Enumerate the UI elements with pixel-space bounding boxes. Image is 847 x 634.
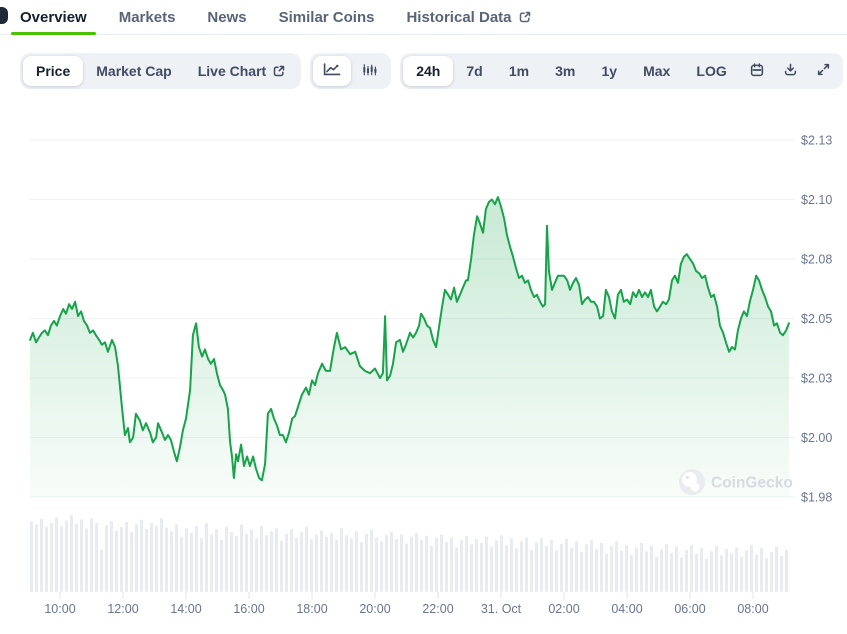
range-button-max[interactable]: Max <box>630 56 683 86</box>
x-axis-label: 18:00 <box>296 602 327 616</box>
download-button[interactable] <box>774 56 807 86</box>
chart-toolbar: Price Market Cap Live Chart 24h 7d 1m 3m 1y Max… <box>20 53 843 89</box>
range-button-label: 7d <box>466 63 483 79</box>
metric-button-price[interactable]: Price <box>23 56 84 86</box>
metric-button-live-chart[interactable]: Live Chart <box>185 56 298 86</box>
range-button-label: 1y <box>601 63 618 79</box>
y-axis-label: $2.13 <box>801 134 832 148</box>
calendar-icon <box>750 62 764 80</box>
x-axis-label: 10:00 <box>44 602 75 616</box>
tab-label: Overview <box>20 8 87 26</box>
price-volume-chart[interactable]: $2.13 $2.10 $2.08 $2.05 $2.03 $2.00 $1.98 10:00… <box>0 94 847 634</box>
x-axis-label: 14:00 <box>170 602 201 616</box>
x-axis: 10:00 12:00 14:00 16:00 18:00 20:00 22:00 31. O… <box>44 592 769 616</box>
calendar-button[interactable] <box>740 56 774 86</box>
price-line <box>29 196 790 482</box>
chart-type-bar-chart-button[interactable] <box>351 56 388 86</box>
tab-label: Markets <box>118 8 176 26</box>
tab-similar-coins[interactable]: Similar Coins <box>270 0 384 34</box>
external-link-icon <box>519 11 531 23</box>
x-axis-label: 08:00 <box>737 602 768 616</box>
x-axis-label: 02:00 <box>548 602 579 616</box>
tab-overview[interactable]: Overview <box>11 0 96 35</box>
tab-markets[interactable]: Markets <box>110 0 185 34</box>
range-toggle-group: 24h 7d 1m 3m 1y Max LOG <box>400 53 843 89</box>
range-button-label: 1m <box>508 63 530 79</box>
range-button-3m[interactable]: 3m <box>542 56 588 86</box>
y-axis-labels: $2.13 $2.10 $2.08 $2.05 $2.03 $2.00 $1.98 <box>801 134 832 505</box>
x-axis-label: 31. Oct <box>481 602 522 616</box>
metric-button-label: Market Cap <box>96 63 172 79</box>
y-axis-label: $2.00 <box>801 431 832 445</box>
volume-bars <box>30 515 788 592</box>
range-button-label: LOG <box>696 63 727 79</box>
metric-button-market-cap[interactable]: Market Cap <box>83 56 184 86</box>
download-icon <box>784 63 797 79</box>
line-chart-icon <box>323 62 341 80</box>
coingecko-watermark: CoinGecko <box>679 469 793 495</box>
metric-button-label: Live Chart <box>197 63 267 79</box>
expand-icon <box>817 63 830 79</box>
y-axis-label: $2.03 <box>801 372 832 386</box>
range-button-log[interactable]: LOG <box>683 56 739 86</box>
tab-label: News <box>207 8 247 26</box>
x-axis-label: 12:00 <box>107 602 138 616</box>
range-button-label: Max <box>643 63 671 79</box>
range-button-label: 3m <box>555 63 576 79</box>
y-axis-label: $2.08 <box>801 253 832 267</box>
x-axis-label: 16:00 <box>233 602 264 616</box>
range-button-1y[interactable]: 1y <box>588 56 630 86</box>
y-axis-label: $2.10 <box>801 193 832 207</box>
x-axis-label: 06:00 <box>674 602 705 616</box>
metric-toggle-group: Price Market Cap Live Chart <box>20 53 302 89</box>
x-axis-label: 04:00 <box>611 602 642 616</box>
external-link-icon <box>273 65 285 77</box>
tab-bar: Overview Markets News Similar Coins Historic… <box>0 0 847 35</box>
metric-button-label: Price <box>36 63 71 79</box>
chart-type-toggle-group <box>310 53 392 89</box>
range-button-1m[interactable]: 1m <box>496 56 542 86</box>
x-axis-label: 22:00 <box>422 602 453 616</box>
watermark-label: CoinGecko <box>711 475 793 492</box>
chart-type-line-chart-button[interactable] <box>313 56 352 86</box>
price-area-fill <box>30 197 789 497</box>
range-button-label: 24h <box>416 63 441 79</box>
left-edge-artifact <box>0 7 8 24</box>
tab-news[interactable]: News <box>198 0 255 34</box>
tab-label: Historical Data <box>406 8 512 26</box>
y-axis-label: $1.98 <box>801 491 832 505</box>
tab-label: Similar Coins <box>278 8 375 26</box>
range-button-7d[interactable]: 7d <box>453 56 495 86</box>
bar-chart-icon <box>361 63 378 80</box>
y-axis-label: $2.05 <box>801 312 832 326</box>
x-axis-label: 20:00 <box>359 602 390 616</box>
range-button-24h[interactable]: 24h <box>403 56 454 86</box>
expand-button[interactable] <box>807 56 840 86</box>
tab-historical-data[interactable]: Historical Data <box>397 0 539 34</box>
chart-area[interactable]: $2.13 $2.10 $2.08 $2.05 $2.03 $2.00 $1.98 10:00… <box>0 94 847 634</box>
